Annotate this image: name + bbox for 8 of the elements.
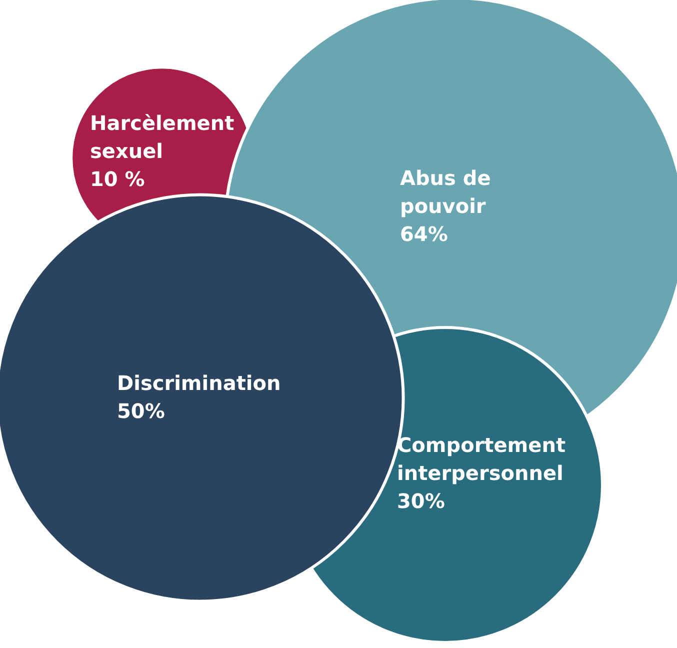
category-label: Comportement interpersonnel xyxy=(397,433,566,485)
data-label: 50% xyxy=(117,399,165,423)
data-label: 10 % xyxy=(90,167,145,191)
data-label: 30% xyxy=(397,489,445,513)
data-label: 64% xyxy=(400,222,448,246)
category-label: Harcèlement sexuel xyxy=(90,111,235,163)
category-label: Abus de pouvoir xyxy=(400,166,491,218)
category-label: Discrimination xyxy=(117,371,281,395)
